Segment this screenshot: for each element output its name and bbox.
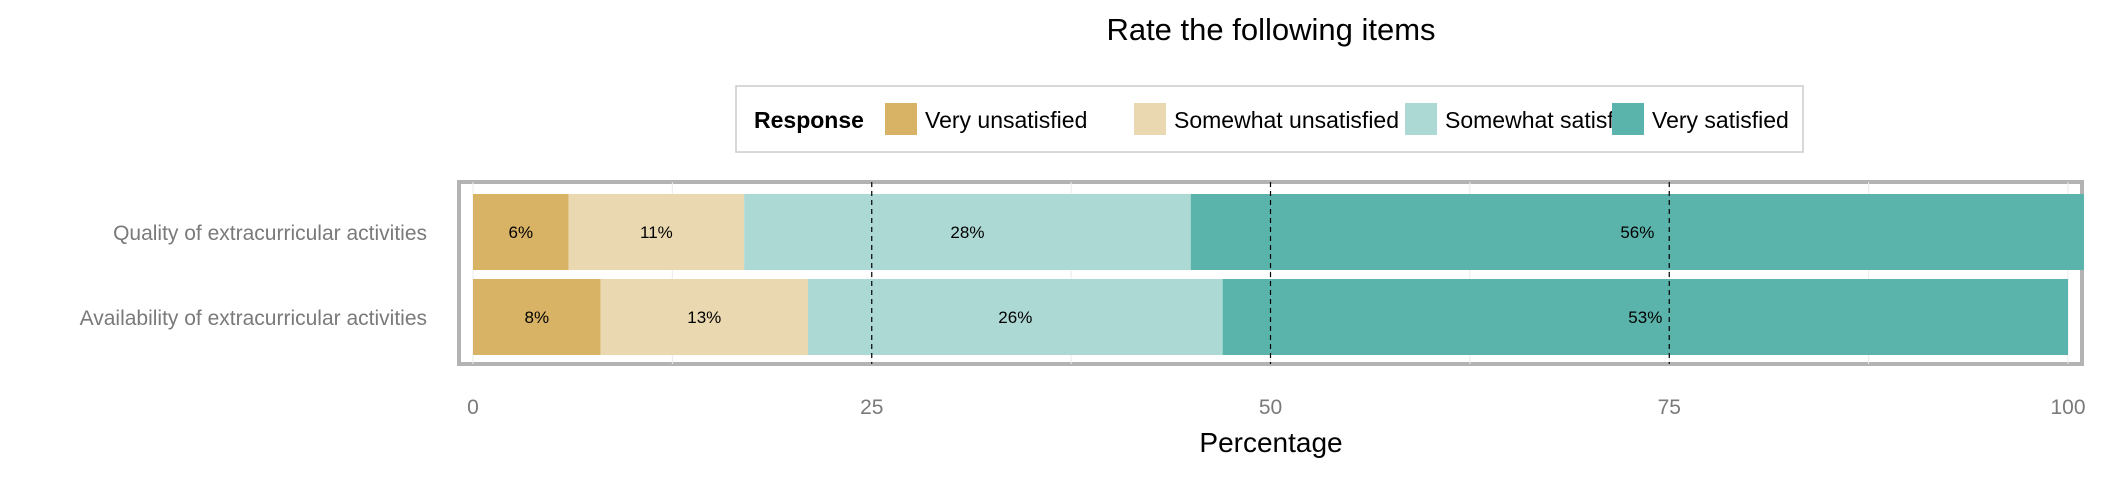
data-label: 28% bbox=[950, 223, 984, 242]
data-label: 53% bbox=[1628, 308, 1662, 327]
chart-title: Rate the following items bbox=[1106, 12, 1435, 47]
y-tick-label: Availability of extracurricular activiti… bbox=[80, 307, 427, 330]
legend: Response Very unsatisfied Somewhat unsati… bbox=[735, 85, 1804, 153]
data-label: 8% bbox=[525, 308, 550, 327]
legend-title: Response bbox=[754, 107, 864, 133]
legend-key bbox=[1612, 103, 1644, 135]
bar-segment bbox=[473, 194, 569, 270]
x-axis: 0 25 50 75 100 bbox=[467, 396, 2085, 419]
legend-key bbox=[1405, 103, 1437, 135]
x-tick-label: 75 bbox=[1658, 396, 1681, 419]
bar-segment bbox=[600, 279, 808, 355]
data-label: 13% bbox=[687, 308, 721, 327]
bar-segment bbox=[1222, 279, 2068, 355]
x-tick-label: 50 bbox=[1259, 396, 1282, 419]
x-tick-label: 0 bbox=[467, 396, 479, 419]
plot-area: 6% 11% 28% 56% 8% 13% 26% 53% bbox=[457, 180, 2084, 366]
legend-label: Very satisfied bbox=[1652, 107, 1789, 133]
x-tick-label: 100 bbox=[2050, 396, 2085, 419]
data-label: 56% bbox=[1620, 223, 1654, 242]
bar-segment bbox=[744, 194, 1191, 270]
y-axis: Quality of extracurricular activities Ava… bbox=[80, 222, 427, 330]
data-label: 11% bbox=[640, 223, 673, 242]
bar-segment bbox=[807, 279, 1223, 355]
legend-label: Very unsatisfied bbox=[925, 107, 1087, 133]
data-label: 26% bbox=[998, 308, 1032, 327]
legend-label: Somewhat satisfied bbox=[1445, 107, 1644, 133]
y-tick-label: Quality of extracurricular activities bbox=[113, 222, 427, 245]
data-label: 6% bbox=[509, 223, 534, 242]
legend-key bbox=[1134, 103, 1166, 135]
x-axis-label: Percentage bbox=[1199, 427, 1342, 458]
bar-segment bbox=[473, 279, 601, 355]
bar-segment bbox=[1190, 194, 2084, 270]
legend-key bbox=[885, 103, 917, 135]
legend-label: Somewhat unsatisfied bbox=[1174, 107, 1399, 133]
x-tick-label: 25 bbox=[860, 396, 883, 419]
bar-segment bbox=[568, 194, 745, 270]
